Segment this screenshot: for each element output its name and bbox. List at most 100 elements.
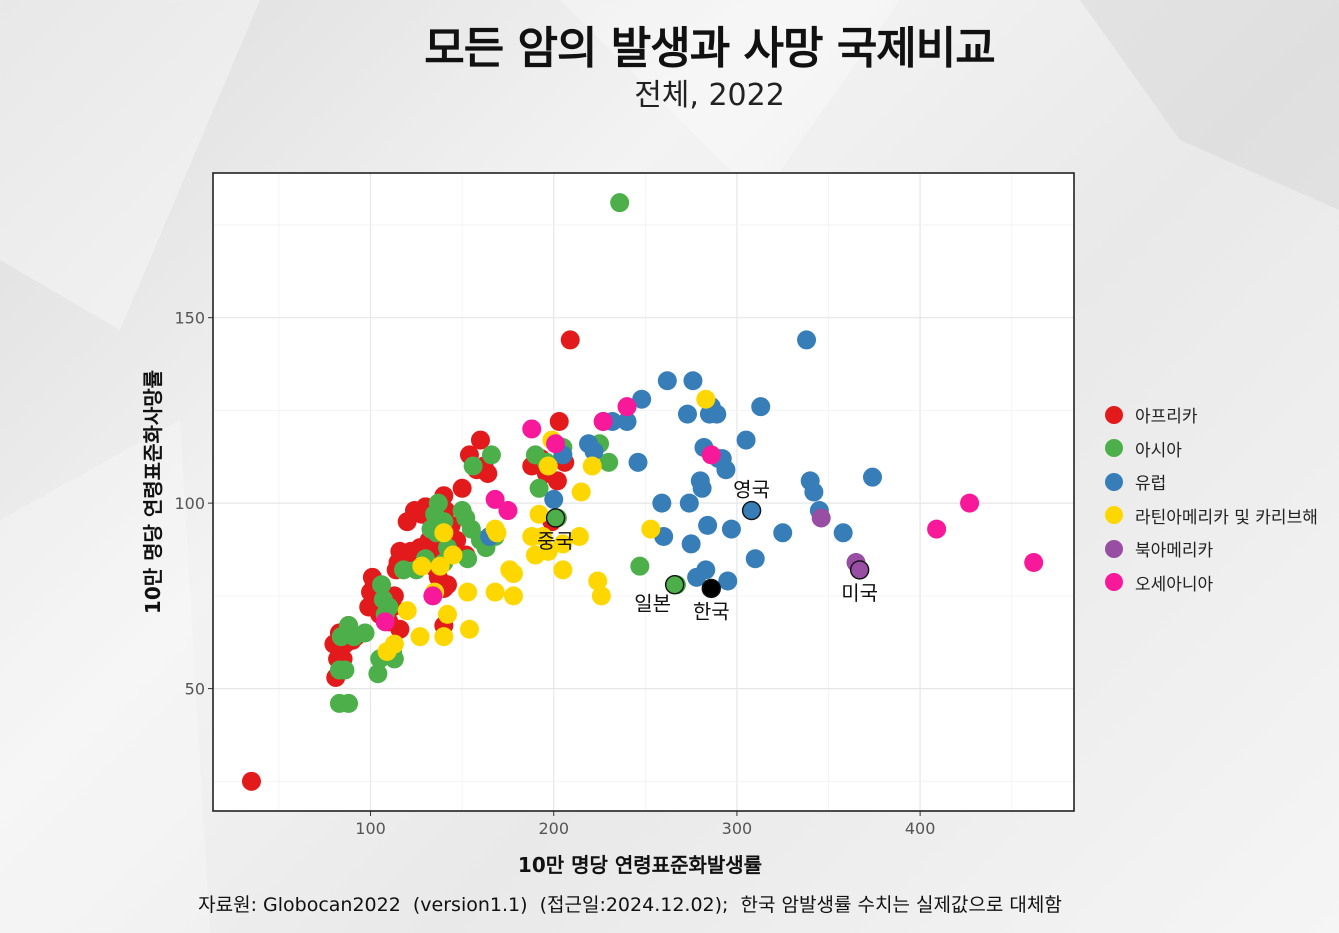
point-latin: [553, 534, 573, 554]
highlight-label: 미국: [841, 581, 878, 605]
point-latin: [397, 601, 417, 621]
axis-ticks: 100 200 300 400 50 100 150: [174, 309, 935, 838]
point-oceania: [617, 397, 637, 417]
y-tick-label: 100: [174, 494, 205, 513]
x-tick-label: 300: [722, 819, 753, 838]
point-asia: [355, 623, 375, 643]
point-latin: [458, 582, 478, 602]
point-asia: [428, 493, 448, 513]
point-latin: [485, 582, 505, 602]
point-asia: [368, 664, 388, 684]
point-europe: [617, 412, 637, 432]
point-latin: [569, 527, 589, 547]
point-europe: [745, 549, 765, 569]
grid-lines: [213, 173, 1074, 811]
legend-swatch: [1105, 439, 1123, 458]
source-caption: 자료원: Globocan2022 (version1.1) (접근일:2024…: [198, 894, 1062, 916]
point-africa: [241, 771, 261, 791]
highlight-point: [849, 560, 870, 580]
point-asia: [335, 660, 355, 680]
point-asia: [463, 456, 483, 476]
point-oceania: [375, 612, 395, 632]
point-latin: [430, 556, 450, 576]
point-europe: [751, 397, 771, 417]
point-asia: [630, 556, 650, 576]
point-europe: [692, 478, 712, 498]
plot-border: [212, 172, 1075, 812]
point-latin: [696, 389, 716, 409]
point-oceania: [498, 501, 518, 521]
point-latin: [487, 523, 507, 543]
y-axis-label: 10만 명당 연령표준화사망률: [141, 370, 165, 614]
point-europe: [679, 493, 699, 513]
legend-label: 아프리카: [1135, 407, 1198, 428]
point-oceania: [546, 434, 566, 454]
point-latin: [503, 586, 523, 606]
legend: 아프리카 아시아 유럽 라틴아메리카 및 카리브해 북아메리카 오세아니아: [1105, 398, 1318, 599]
page-subtitle: 전체, 2022: [634, 78, 785, 113]
point-oceania: [701, 445, 721, 465]
legend-swatch: [1105, 573, 1123, 592]
highlight-point: [545, 508, 566, 528]
point-latin: [412, 556, 432, 576]
data-points: [241, 193, 1044, 791]
legend-swatch: [1105, 405, 1123, 424]
point-europe: [652, 493, 672, 513]
point-europe: [718, 571, 738, 591]
point-latin: [588, 571, 608, 591]
highlight-point: [664, 575, 685, 595]
point-asia: [458, 549, 478, 569]
point-asia: [379, 597, 399, 617]
plot-panel: [213, 173, 1074, 811]
point-europe: [804, 482, 824, 502]
point-oceania: [593, 412, 613, 432]
highlight-label: 한국: [693, 599, 730, 623]
point-latin: [571, 482, 591, 502]
point-oceania: [423, 586, 443, 606]
point-oceania: [485, 489, 505, 509]
point-europe: [698, 515, 718, 535]
point-africa: [549, 412, 569, 432]
point-latin: [538, 456, 558, 476]
legend-item-latin: 라틴아메리카 및 카리브해: [1105, 499, 1318, 533]
point-europe: [657, 371, 677, 391]
point-oceania: [960, 493, 980, 513]
highlight-label: 영국: [733, 478, 770, 502]
point-europe: [736, 430, 756, 450]
point-africa: [390, 619, 410, 639]
point-latin: [384, 634, 404, 654]
point-latin: [591, 586, 611, 606]
point-latin: [533, 527, 553, 547]
point-asia: [481, 445, 501, 465]
point-europe: [677, 404, 697, 424]
point-latin: [538, 541, 558, 561]
point-europe: [707, 404, 727, 424]
point-latin: [410, 627, 430, 647]
point-africa: [478, 463, 498, 483]
x-tick-label: 200: [538, 819, 569, 838]
point-latin: [434, 523, 454, 543]
point-europe: [632, 389, 652, 409]
point-latin: [553, 560, 573, 580]
point-latin: [582, 456, 602, 476]
y-tick-label: 50: [185, 680, 205, 699]
y-tick-label: 150: [174, 309, 205, 328]
point-europe: [683, 371, 703, 391]
point-latin: [434, 627, 454, 647]
legend-swatch: [1105, 539, 1123, 558]
point-asia: [339, 693, 359, 713]
point-latin: [437, 604, 457, 624]
legend-swatch: [1105, 472, 1123, 491]
point-europe: [797, 330, 817, 350]
point-europe: [773, 523, 793, 543]
point-latin: [641, 519, 661, 539]
highlight-label: 중국: [537, 529, 574, 553]
legend-item-asia: 아시아: [1105, 432, 1318, 466]
point-latin: [503, 564, 523, 584]
point-latin: [529, 504, 549, 524]
point-africa: [547, 471, 567, 491]
point-oceania: [522, 419, 542, 439]
legend-swatch: [1105, 506, 1123, 525]
